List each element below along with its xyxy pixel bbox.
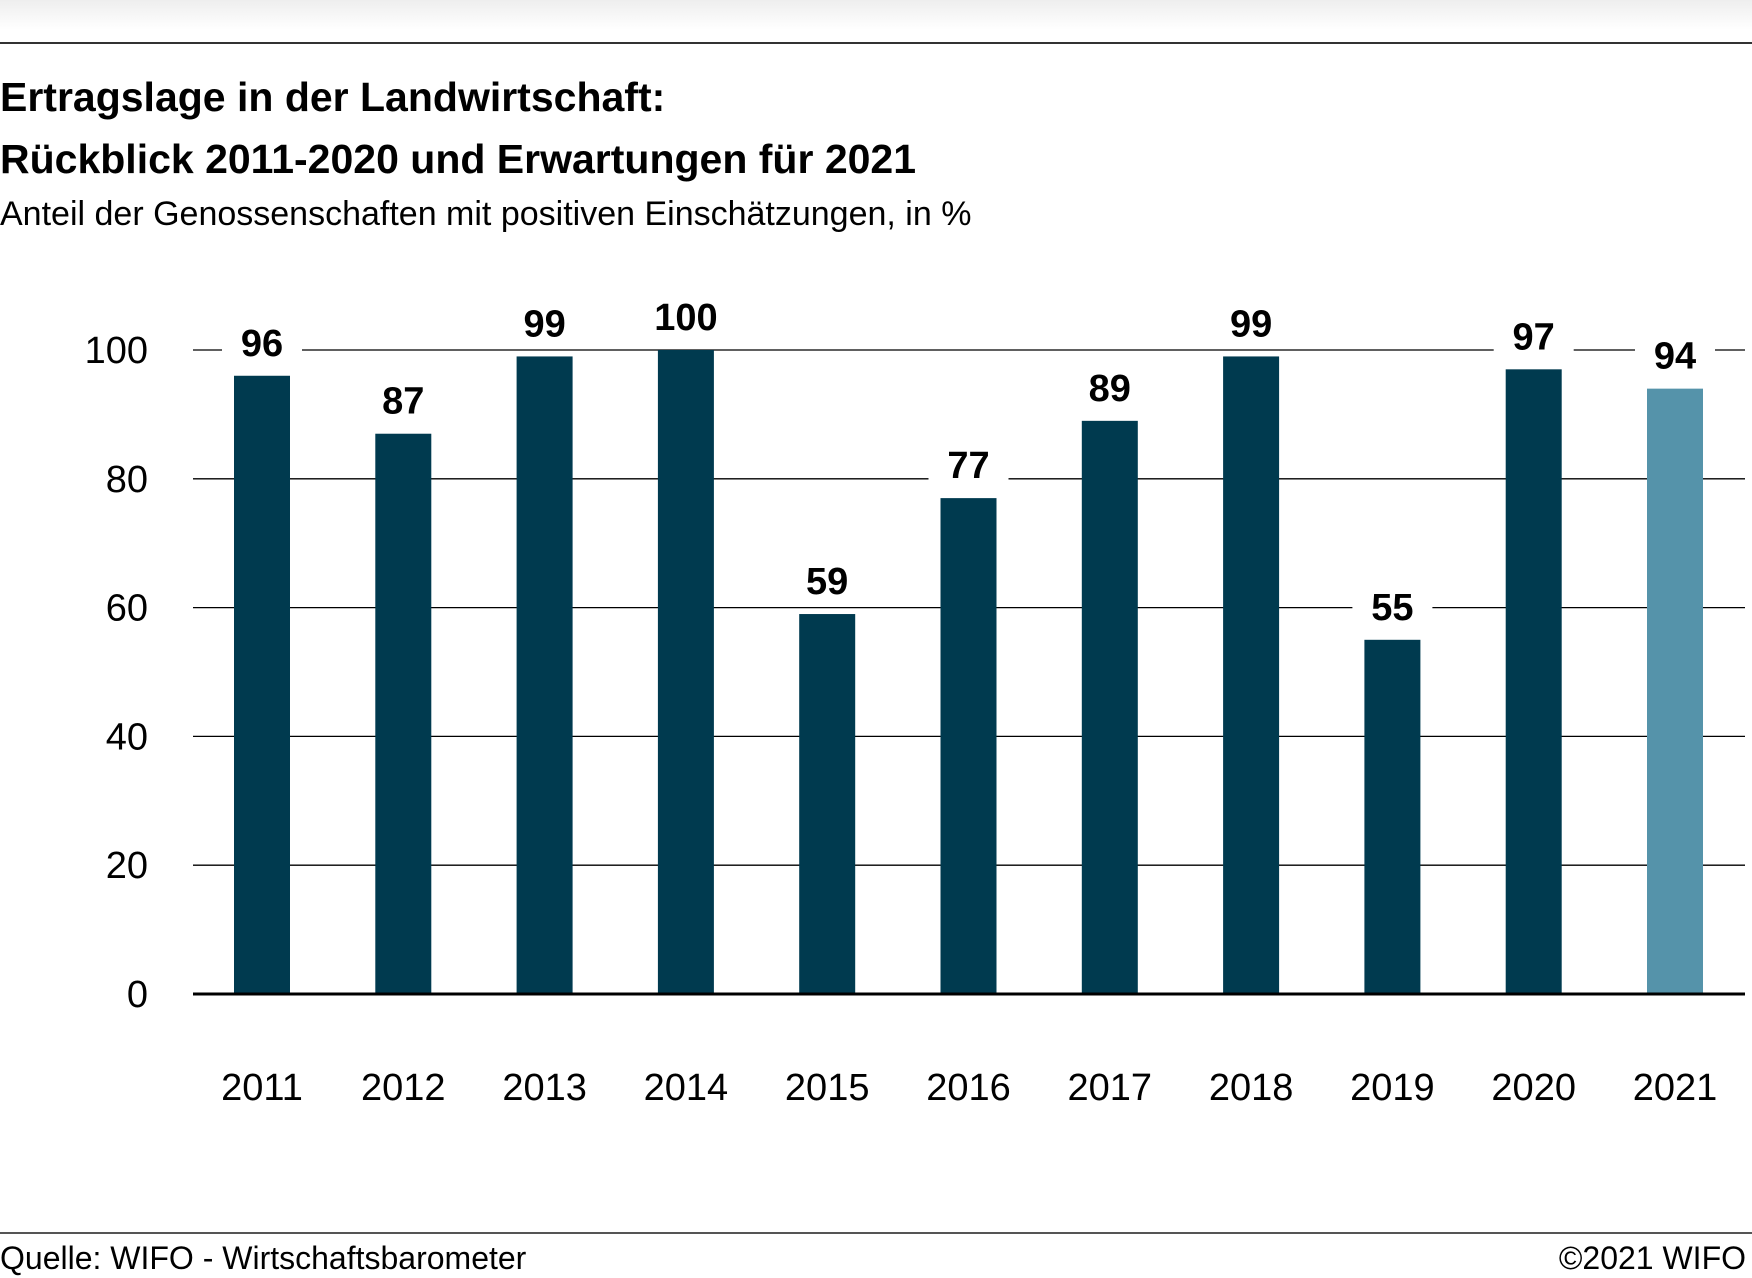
data-label-background	[363, 378, 444, 424]
data-label-background	[1211, 301, 1292, 347]
data-label-2014: 100	[654, 297, 717, 339]
chart-title-line-2: Rückblick 2011-2020 und Erwartungen für …	[0, 136, 917, 182]
axes: 0 20 40 60 80 100 2011 2012 2013 2014 2015 2016 2017…	[85, 330, 1745, 1109]
y-tick-label: 20	[106, 845, 148, 887]
copyright-note: ©2021 WIFO	[1558, 1240, 1746, 1276]
x-tick-label-2017: 2017	[1068, 1067, 1153, 1109]
y-tick-label: 100	[85, 330, 148, 372]
y-tick-label: 80	[106, 459, 148, 501]
data-label-background	[1635, 333, 1715, 379]
data-label-background	[634, 295, 738, 340]
bottom-rule	[0, 1232, 1752, 1234]
data-label-2020: 97	[1513, 316, 1555, 358]
data-labels: 96 87 99 100 59 77 89 99 55 97 94	[222, 295, 1715, 630]
data-label-background	[1352, 584, 1433, 630]
bar-2021	[1647, 388, 1703, 994]
data-label-background	[1069, 365, 1150, 411]
data-label-background	[504, 301, 585, 347]
data-label-background	[222, 320, 302, 366]
x-tick-label-2012: 2012	[361, 1067, 446, 1109]
data-label-2016: 77	[947, 445, 989, 487]
x-tick-label-2020: 2020	[1491, 1067, 1576, 1109]
x-tick-label-2011: 2011	[221, 1067, 303, 1109]
data-label-2019: 55	[1371, 587, 1413, 629]
data-label-background	[928, 443, 1009, 488]
chart-title: Ertragslage in der Landwirtschaft: Rückb…	[0, 66, 916, 190]
bar-2011	[234, 375, 290, 994]
x-tick-label-2018: 2018	[1209, 1067, 1294, 1109]
data-label-2013: 99	[523, 303, 565, 345]
data-label-2018: 99	[1230, 303, 1272, 345]
data-label-2011: 96	[241, 323, 283, 365]
data-label-background	[1493, 314, 1574, 360]
top-band	[0, 0, 1752, 30]
data-label-2017: 89	[1089, 368, 1131, 410]
bar-2015	[799, 614, 856, 994]
x-tick-label-2015: 2015	[785, 1067, 870, 1109]
top-rule	[0, 42, 1752, 44]
bar-2012	[375, 433, 432, 995]
source-note: Quelle: WIFO - Wirtschaftsbarometer	[0, 1240, 527, 1276]
bar-2019	[1364, 639, 1421, 994]
x-tick-label-2021: 2021	[1633, 1067, 1718, 1109]
bars	[234, 350, 1703, 995]
bar-2017	[1081, 420, 1138, 995]
y-tick-label: 40	[106, 716, 148, 758]
data-label-2015: 59	[806, 561, 848, 603]
x-tick-label-2016: 2016	[926, 1067, 1011, 1109]
data-label-2021: 94	[1654, 336, 1696, 378]
bar-2013	[516, 356, 573, 994]
bar-2018	[1223, 356, 1280, 994]
y-tick-label: 0	[127, 974, 148, 1016]
chart-title-line-1: Ertragslage in der Landwirtschaft:	[0, 74, 666, 120]
bar-chart: 96 87 99 100 59 77 89 99 55 97 94 0 20 40 60 80 100 2011…	[85, 295, 1745, 1109]
data-label-background	[787, 559, 868, 604]
x-tick-label-2019: 2019	[1350, 1067, 1435, 1109]
data-label-2012: 87	[382, 381, 424, 423]
x-tick-label-2013: 2013	[502, 1067, 587, 1109]
bar-2016	[940, 498, 997, 994]
x-tick-label-2014: 2014	[644, 1067, 729, 1109]
bar-2014	[657, 350, 714, 994]
chart-subtitle: Anteil der Genossenschaften mit positive…	[0, 195, 972, 233]
y-tick-label: 60	[106, 588, 148, 630]
bar-2020	[1505, 369, 1562, 994]
